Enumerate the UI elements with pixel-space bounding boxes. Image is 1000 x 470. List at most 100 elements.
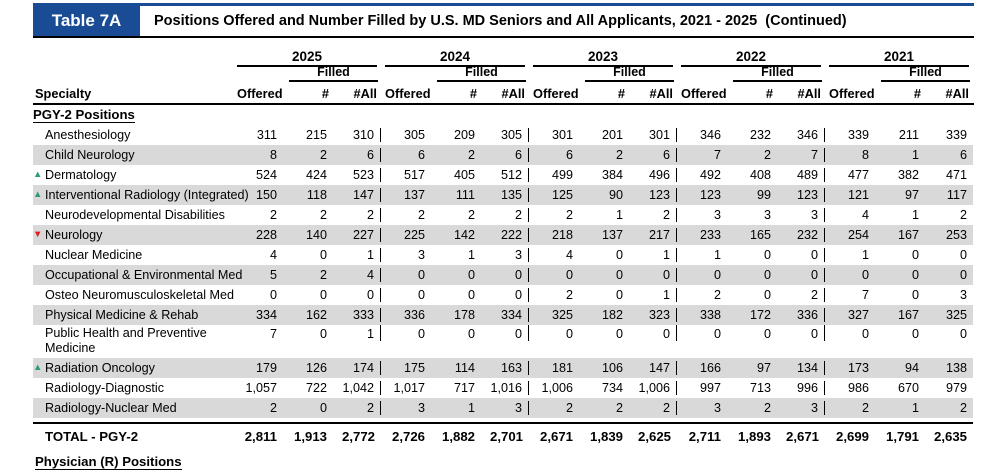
value-cell: 346: [699, 128, 721, 142]
value-cell: 722: [305, 381, 327, 395]
value-cell: 0: [763, 327, 771, 341]
value-cell: 162: [305, 308, 327, 322]
value-cell: 0: [713, 327, 721, 341]
value-cell: 0: [959, 327, 967, 341]
value-cell: 0: [485, 288, 529, 302]
value-cell: 232: [749, 128, 771, 142]
offered-column-label: Offered: [533, 86, 579, 101]
value-cell: 123: [633, 188, 677, 202]
total-label: TOTAL - PGY-2: [45, 429, 139, 444]
specialty-name: Nuclear Medicine: [45, 248, 143, 262]
value-cell: 1: [633, 288, 677, 302]
value-cell: 524: [255, 168, 277, 182]
table-title-bar: Table 7A Positions Offered and Number Fi…: [33, 3, 974, 38]
table-row: Neurodevelopmental Disabilities 2 2 2 2 2 2 2 1 2…: [33, 205, 973, 225]
year-label: 2022: [681, 49, 821, 67]
value-cell: 8: [861, 148, 869, 162]
offered-column-label: Offered: [829, 86, 875, 101]
year-label: 2023: [533, 49, 673, 67]
value-cell: 0: [319, 248, 327, 262]
value-cell: 118: [306, 188, 327, 202]
value-cell: 97: [756, 361, 771, 375]
value-cell: 142: [453, 228, 475, 242]
value-cell: 301: [633, 128, 677, 142]
value-cell: 311: [256, 128, 277, 142]
offered-spacer: [677, 66, 733, 80]
year-label: 2024: [385, 49, 525, 67]
filled-label: Filled: [733, 66, 822, 82]
value-cell: 2: [319, 208, 327, 222]
value-cell: 3: [713, 208, 721, 222]
value-cell: 1: [467, 401, 475, 415]
value-cell: 2: [319, 268, 327, 282]
value-cell: 310: [337, 128, 381, 142]
value-cell: 2: [713, 288, 721, 302]
value-cell: 233: [699, 228, 721, 242]
value-cell: 227: [337, 228, 381, 242]
value-cell: 175: [403, 361, 425, 375]
value-cell: 489: [781, 168, 825, 182]
value-cell: 150: [255, 188, 277, 202]
table-row: Occupational & Environmental Med 5 2 4 0 0 0 0 0…: [33, 265, 973, 285]
value-cell: 0: [911, 288, 919, 302]
value-cell: 670: [897, 381, 919, 395]
value-cell: 997: [699, 381, 721, 395]
value-cell: 512: [485, 168, 529, 182]
value-cell: 6: [565, 148, 573, 162]
value-cell: 346: [781, 128, 825, 142]
table-row: Anesthesiology 311 215 310 305 209 305 301 201 30…: [33, 125, 973, 145]
trend-up-icon: ▲: [33, 362, 43, 374]
section-header-label: PGY-2 Positions: [33, 107, 135, 123]
specialty-name: Osteo Neuromusculoskeletal Med: [45, 288, 234, 302]
specialty-cell: [33, 49, 233, 66]
value-cell: 1: [467, 248, 475, 262]
value-cell: 121: [847, 188, 869, 202]
value-cell: 1: [911, 208, 919, 222]
value-cell: 477: [847, 168, 869, 182]
value-cell: 2: [467, 148, 475, 162]
value-cell: 996: [781, 381, 825, 395]
specialty-name: Neurology: [45, 228, 103, 242]
positions-table: 2025 2024 2023 2022 2021 Filled Filled Filled Fi…: [33, 49, 974, 447]
value-cell: 167: [897, 228, 919, 242]
total-row: TOTAL - PGY-2 2,811 1,913 2,772 2,726 1,882 2,…: [33, 422, 973, 447]
value-cell: 0: [615, 288, 623, 302]
value-cell: 137: [403, 188, 425, 202]
value-cell: 147: [633, 361, 677, 375]
section-header-cell: PGY-2 Positions: [33, 107, 233, 123]
value-cell: 0: [781, 325, 825, 341]
value-cell: 7: [861, 288, 869, 302]
value-cell: 1,017: [393, 381, 425, 395]
table-row: Physical Medicine & Rehab 334 162 333 336 178…: [33, 305, 973, 325]
value-cell: 408: [749, 168, 771, 182]
value-cell: 4: [337, 268, 381, 282]
value-cell: 333: [337, 308, 381, 322]
year-group: 2024: [381, 49, 529, 67]
value-cell: 0: [467, 288, 475, 302]
value-cell: 3: [485, 401, 529, 415]
value-cell: 2: [565, 288, 573, 302]
value-cell: 0: [319, 401, 327, 415]
value-cell: 1,057: [245, 381, 277, 395]
table-row: Public Health and Preventive Medicine 7 0 1…: [33, 325, 973, 358]
value-cell: 336: [781, 308, 825, 322]
value-cell: 3: [713, 401, 721, 415]
value-cell: 2: [337, 401, 381, 415]
year-group: 2023: [529, 49, 677, 67]
value-cell: 1: [911, 148, 919, 162]
specialty-name: Occupational & Environmental Med: [45, 268, 243, 282]
value-cell: 215: [305, 128, 327, 142]
value-cell: 2: [565, 401, 573, 415]
table-header: 2025 2024 2023 2022 2021 Filled Filled Filled Fi…: [33, 49, 974, 105]
value-cell: 0: [861, 327, 869, 341]
offered-spacer: [529, 66, 585, 80]
value-cell: 3: [959, 288, 967, 302]
value-cell: 217: [633, 228, 677, 242]
value-cell: 2: [633, 208, 677, 222]
trend-up-icon: ▲: [33, 189, 43, 201]
header-row-columns: Specialty Offered # #All Offered # #All Offered…: [33, 80, 973, 103]
value-cell: 2,625: [637, 429, 671, 444]
value-cell: 0: [959, 248, 967, 262]
value-cell: 382: [897, 168, 919, 182]
md-filled-column-label: #: [469, 86, 477, 101]
